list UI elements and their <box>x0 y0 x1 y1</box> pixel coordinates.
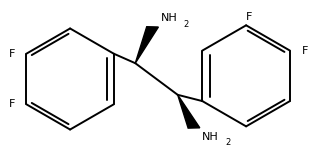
Text: F: F <box>246 12 253 22</box>
Text: NH: NH <box>161 13 177 23</box>
Text: F: F <box>8 99 15 109</box>
Polygon shape <box>178 95 200 128</box>
Text: F: F <box>8 49 15 59</box>
Text: 2: 2 <box>225 139 230 147</box>
Text: 2: 2 <box>184 20 189 29</box>
Text: F: F <box>302 46 309 56</box>
Polygon shape <box>135 27 158 63</box>
Text: NH: NH <box>202 132 219 142</box>
